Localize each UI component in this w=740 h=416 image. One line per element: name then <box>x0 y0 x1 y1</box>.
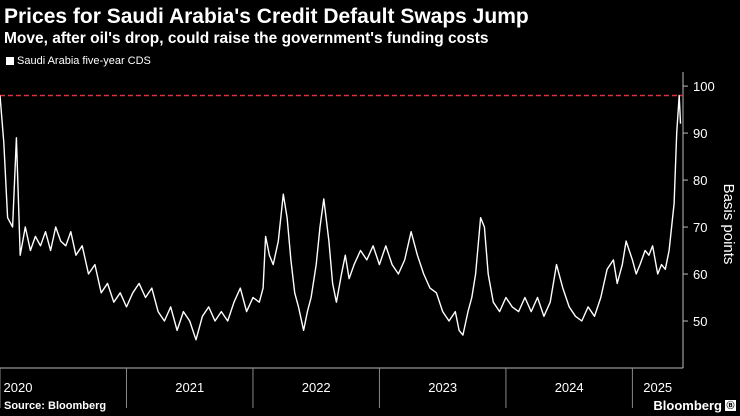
legend-label: Saudi Arabia five-year CDS <box>17 55 151 67</box>
y-tick-label: 80 <box>693 173 707 188</box>
x-tick-label: 2020 <box>4 380 33 395</box>
legend: Saudi Arabia five-year CDS <box>6 55 151 67</box>
series-line-saudi-cds <box>0 94 682 341</box>
chart-title: Prices for Saudi Arabia's Credit Default… <box>4 5 529 28</box>
chart-subtitle: Move, after oil's drop, could raise the … <box>4 30 489 47</box>
y-tick-label: 100 <box>693 79 715 94</box>
y-tick-label: 50 <box>693 314 707 329</box>
x-tick-label: 2022 <box>302 380 331 395</box>
x-tick-label: 2025 <box>643 380 672 395</box>
y-axis-label: Basis points <box>720 184 737 265</box>
source-note: Source: Bloomberg <box>4 400 107 412</box>
x-tick-label: 2023 <box>428 380 457 395</box>
y-tick-label: 60 <box>693 267 707 282</box>
y-tick-label: 70 <box>693 220 707 235</box>
brand-mark-icon: Ⓑ <box>725 400 736 411</box>
x-tick-label: 2024 <box>555 380 584 395</box>
legend-swatch <box>6 57 14 65</box>
y-tick-label: 90 <box>693 126 707 141</box>
x-tick-label: 2021 <box>175 380 204 395</box>
brand-logo: Bloomberg <box>653 398 722 413</box>
